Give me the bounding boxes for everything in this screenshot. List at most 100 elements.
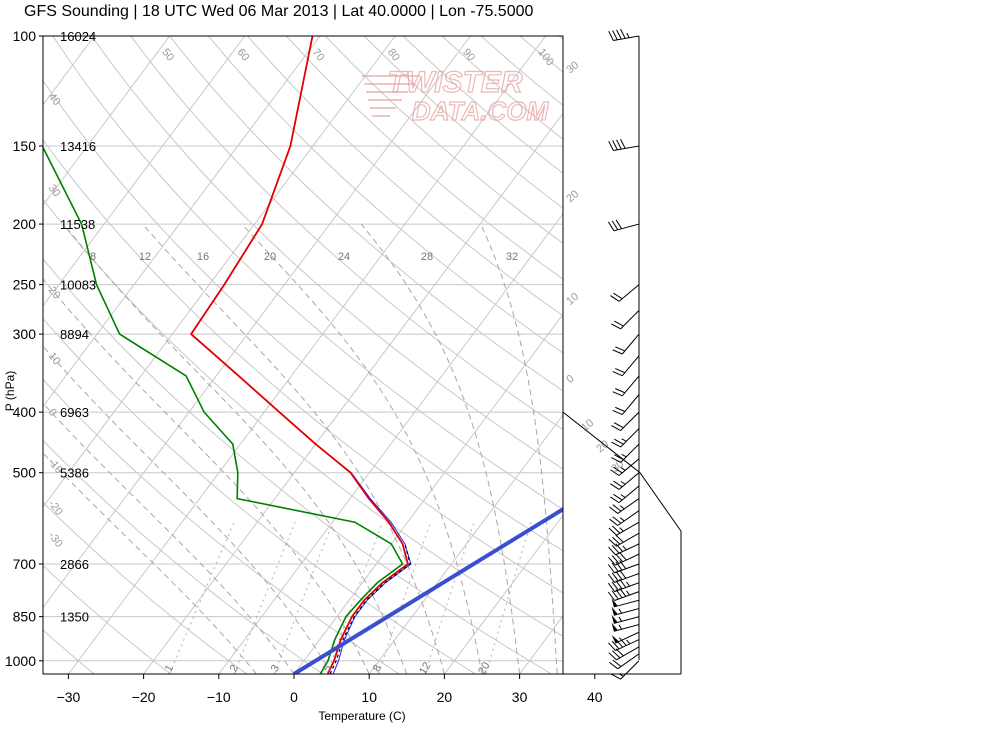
moist-adiabat [63, 223, 408, 674]
plot-frame [42, 35, 564, 675]
wind-barb-full [611, 640, 620, 650]
wind-barb-full [618, 551, 627, 561]
dry-adiabat [43, 139, 563, 594]
wind-barb-full [609, 661, 619, 670]
height-label: 1350 [60, 610, 89, 625]
isotherm-line [67, 36, 547, 674]
mixing-ratio-label: 12 [139, 251, 151, 263]
dry-adiabat-label: 20 [594, 438, 611, 455]
wind-barb-staff [620, 428, 640, 448]
wind-barb-half [620, 467, 626, 471]
wind-barb-staff [614, 591, 640, 601]
wind-barb-full [608, 642, 616, 651]
isotherm-line [43, 36, 471, 609]
wind-barb-full [614, 422, 624, 429]
wind-barb-full [612, 504, 622, 512]
isotherm-label-left: 20 [46, 284, 63, 301]
dry-adiabat [480, 36, 563, 107]
wind-barb-staff [613, 223, 640, 232]
wind-barb-staff [615, 543, 640, 556]
mixing-ratio-label: 8 [90, 251, 96, 263]
moist-adiabat [43, 278, 370, 674]
temperature-line [189, 36, 409, 674]
dry-adiabat-label: 0 [564, 373, 576, 386]
wind-barb-full [610, 295, 620, 302]
wind-barb-full [618, 637, 627, 646]
wind-barb-staff [620, 310, 640, 330]
wind-barb-staff [613, 624, 640, 632]
wind-barb-staff [615, 553, 640, 566]
wind-barb-staff [616, 646, 640, 661]
wind-barb-full [608, 527, 617, 536]
wind-barb [608, 543, 640, 556]
watermark-text-1: TWISTER [388, 66, 523, 99]
wind-barb-staff [613, 616, 640, 624]
wind-barb-full [607, 573, 615, 583]
isotherm-line [595, 36, 1008, 674]
wind-barb-half [618, 624, 623, 630]
mixing-ratio-line [424, 522, 475, 674]
mixing-ratio-label: 20 [264, 251, 276, 263]
wind-barb-full [608, 140, 614, 151]
wind-barb-full [611, 673, 621, 680]
wind-barb-half [621, 438, 627, 442]
wind-barb-full [615, 406, 626, 412]
mixing-ratio-label: 32 [506, 251, 518, 263]
mixing-ratio-line [273, 522, 334, 674]
wind-barb-full [612, 140, 618, 151]
wind-barb-half [619, 517, 625, 522]
mixing-ratio-bottom-label: 20 [476, 660, 493, 677]
wind-barb-full [611, 220, 619, 231]
wind-barb-staff [614, 573, 640, 583]
wind-barb-full [612, 30, 618, 41]
x-axis-label: Temperature (C) [318, 709, 405, 723]
wind-barb [607, 578, 640, 593]
wind-barb-staff [615, 631, 640, 644]
wind-barb [607, 587, 640, 601]
mixing-ratio-bottom-label: 3 [269, 663, 282, 674]
stability-outline [562, 368, 682, 674]
mixing-ratio-bottom-label: 2 [228, 663, 241, 674]
wind-barb-full [608, 30, 614, 41]
wind-barb-full [610, 496, 620, 504]
mixing-ratio-line [485, 522, 532, 674]
wind-barb-staff [617, 510, 640, 526]
isotherm-label: 50 [159, 46, 176, 63]
height-label: 8894 [60, 327, 89, 342]
wind-barb-full [619, 587, 627, 597]
dry-adiabat [169, 36, 563, 392]
wind-barb-full [619, 578, 627, 588]
wind-barb-full [614, 454, 624, 461]
isotherm-line [368, 414, 563, 674]
wind-barb-staff [614, 563, 640, 574]
wind-barb-staff [618, 472, 640, 490]
dry-adiabat [43, 79, 563, 552]
mixing-ratio-label: 28 [421, 251, 433, 263]
wind-barb [611, 622, 640, 632]
wind-barb [609, 653, 640, 670]
wind-barb-half [619, 505, 625, 510]
wind-barb [612, 394, 640, 416]
dry-adiabat [43, 258, 552, 674]
wind-barb-staff [615, 639, 640, 652]
mixing-ratio-bottom-label: 8 [371, 663, 384, 674]
wind-barb-half [626, 32, 630, 38]
wind-barb-full [612, 371, 623, 377]
wind-barb-full [611, 581, 619, 591]
wind-barb [608, 637, 640, 652]
isotherm-line [670, 36, 1008, 674]
wind-barb-full [613, 480, 623, 488]
height-label: 16024 [60, 29, 96, 44]
pressure-tick-label: 150 [13, 138, 37, 154]
isotherm-label: 60 [234, 46, 251, 63]
wind-barb-full [611, 545, 620, 554]
temperature-tick-label: 10 [361, 689, 377, 705]
watermark-text-2: DATA.COM [412, 96, 550, 126]
temperature-tick-label: −10 [207, 689, 231, 705]
height-label: 13416 [60, 139, 96, 154]
wind-barb-full [608, 538, 617, 547]
wind-barb-half [620, 494, 626, 498]
wind-barb [607, 219, 640, 232]
wind-barb-full [611, 425, 621, 431]
dry-adiabat [598, 36, 1008, 674]
